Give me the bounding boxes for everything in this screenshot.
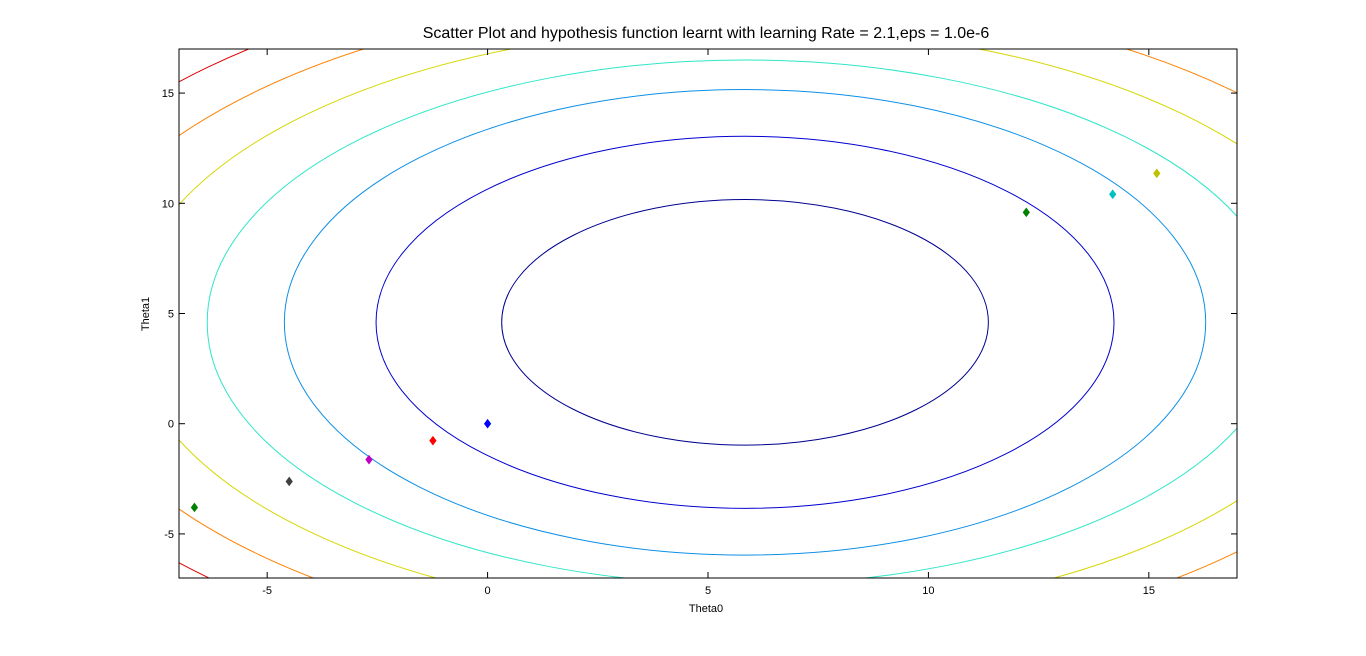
- contour-line: [375, 135, 1115, 509]
- scatter-point: [1153, 168, 1161, 179]
- axes-box: [178, 48, 1238, 579]
- mark-group: [179, 49, 1237, 578]
- contour-line: [283, 89, 1207, 556]
- scatter-point: [483, 418, 492, 429]
- contour-line: [501, 199, 989, 446]
- x-tick-label: 5: [705, 585, 711, 597]
- scatter-point: [429, 435, 437, 446]
- scatter-point: [1109, 189, 1117, 200]
- x-tick-label: 15: [1143, 585, 1155, 597]
- x-tick-label: 10: [922, 585, 934, 597]
- y-tick-label: 10: [162, 198, 174, 210]
- y-tick-label: 0: [168, 419, 174, 431]
- x-tick-label: -5: [262, 585, 272, 597]
- y-tick-label: 5: [168, 309, 174, 321]
- contour-line: [206, 59, 1237, 578]
- plot-area: [179, 49, 1237, 578]
- scatter-point: [1022, 207, 1030, 218]
- y-tick-label: 15: [162, 88, 174, 100]
- scatter-point: [365, 454, 373, 465]
- chart-title: Scatter Plot and hypothesis function lea…: [423, 25, 990, 42]
- y-axis-label: Theta1: [140, 297, 152, 331]
- x-axis-label: Theta0: [689, 603, 723, 615]
- scatter-point: [190, 502, 199, 513]
- scatter-point: [285, 476, 293, 487]
- y-tick-label: -5: [164, 529, 174, 541]
- x-tick-label: 0: [485, 585, 491, 597]
